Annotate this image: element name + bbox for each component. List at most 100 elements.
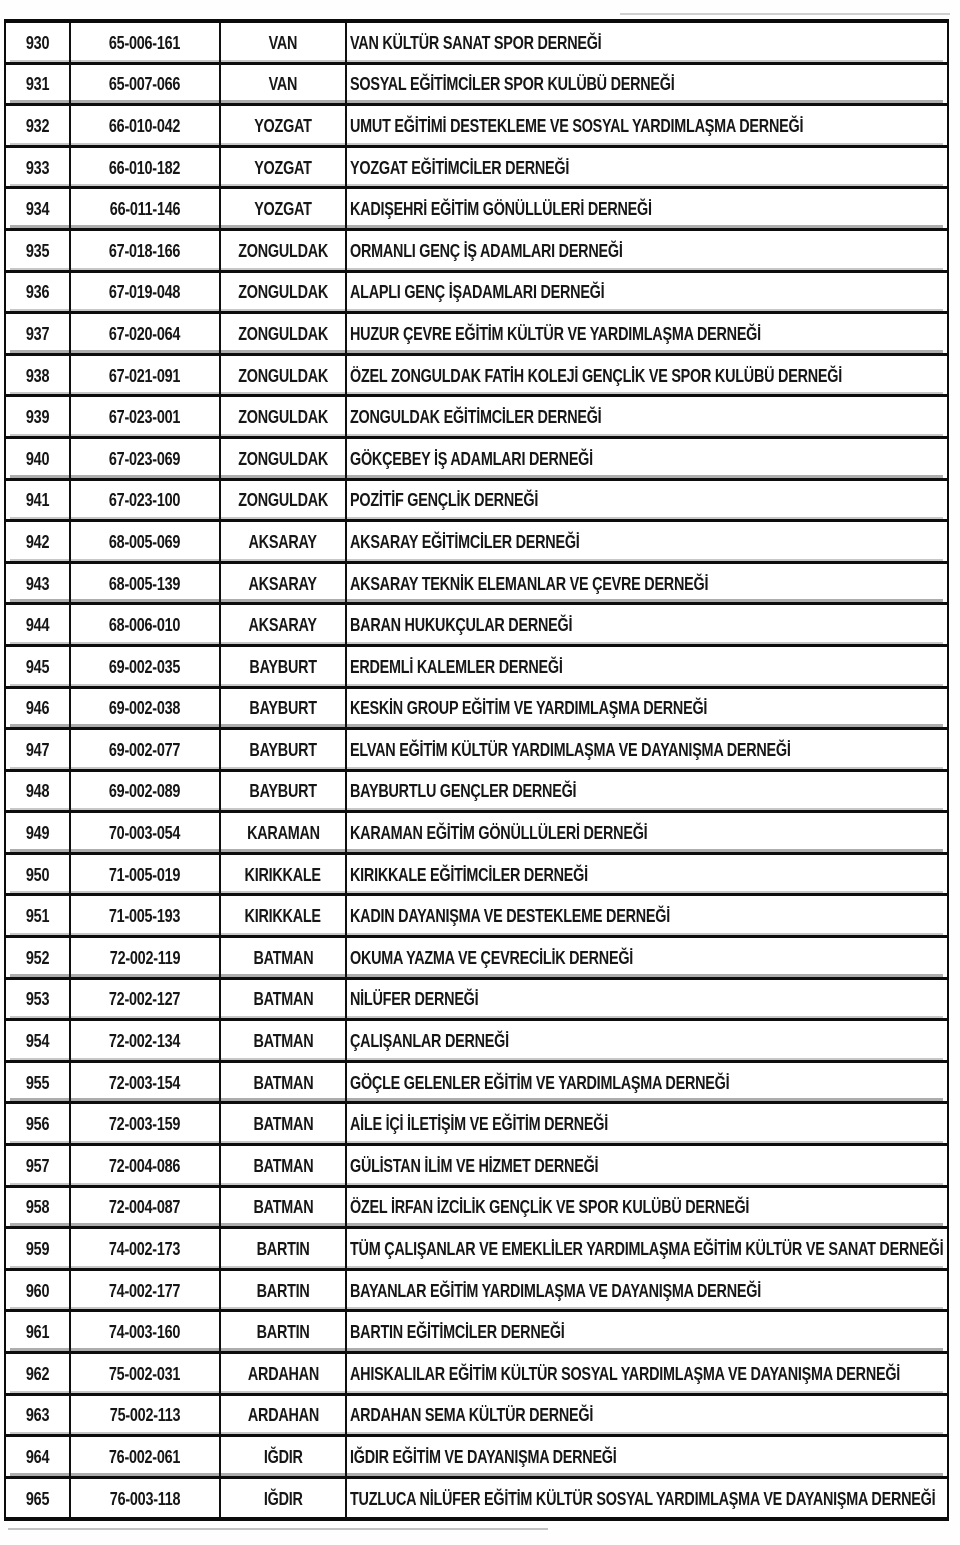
association-name-cell: TUZLUCA NİLÜFER EĞİTİM KÜLTÜR SOSYAL YAR… (345, 1478, 947, 1518)
registration-code-cell: 65-006-161 (69, 23, 219, 62)
province-cell: AKSARAY (219, 522, 345, 561)
table-row: 947 69-002-077 BAYBURT ELVAN EĞİTİM KÜLT… (6, 727, 947, 769)
registration-code-cell: 67-023-100 (69, 480, 219, 520)
registration-code-cell: 69-002-038 (69, 688, 219, 728)
province-cell: VAN (219, 23, 345, 62)
registration-code-cell: 72-003-154 (69, 1062, 219, 1102)
registration-code-cell: 74-002-173 (69, 1229, 219, 1268)
registration-code-cell: 65-007-066 (69, 64, 219, 104)
table-row: 961 74-003-160 BARTIN BARTIN EĞİTİMCİLER… (6, 1309, 947, 1351)
row-number-cell: 959 (6, 1229, 69, 1268)
registration-code-cell: 74-003-160 (69, 1312, 219, 1351)
registration-code-cell: 74-002-177 (69, 1270, 219, 1310)
association-name-cell: POZİTİF GENÇLİK DERNEĞİ (345, 480, 947, 520)
province-text: BATMAN (253, 1072, 313, 1093)
table-row: 930 65-006-161 VAN VAN KÜLTÜR SANAT SPOR… (6, 23, 947, 62)
province-text: YOZGAT (254, 115, 312, 136)
association-name-text: KADIŞEHRİ EĞİTİM GÖNÜLLÜLERİ DERNEĞİ (350, 199, 652, 220)
registration-code-cell: 67-018-166 (69, 230, 219, 270)
row-number-cell: 953 (6, 980, 69, 1019)
registration-code-text: 75-002-113 (109, 1405, 181, 1426)
row-number-text: 961 (25, 1322, 50, 1343)
association-name-text: ZONGULDAK EĞİTİMCİLER DERNEĞİ (350, 407, 602, 428)
row-number-text: 938 (25, 365, 50, 386)
registration-code-cell: 68-006-010 (69, 605, 219, 644)
province-cell: BARTIN (219, 1229, 345, 1268)
province-text: ZONGULDAK (238, 490, 328, 511)
table-row: 965 76-003-118 IĞDIR TUZLUCA NİLÜFER EĞİ… (6, 1475, 947, 1518)
row-number-cell: 931 (6, 65, 69, 104)
row-number-cell: 955 (6, 1063, 69, 1102)
row-number-cell: 948 (6, 772, 69, 811)
row-number-cell: 944 (6, 605, 69, 644)
table-row: 960 74-002-177 BARTIN BAYANLAR EĞİTİM YA… (6, 1267, 947, 1310)
province-text: KIRIKKALE (244, 864, 322, 885)
province-text: YOZGAT (254, 199, 312, 220)
association-name-cell: GÜLİSTAN İLİM VE HİZMET DERNEĞİ (345, 1146, 947, 1185)
row-number-text: 957 (25, 1155, 50, 1176)
associations-registry-table: 930 65-006-161 VAN VAN KÜLTÜR SANAT SPOR… (4, 19, 949, 1522)
province-cell: KIRIKKALE (219, 854, 345, 894)
table-row: 936 67-019-048 ZONGULDAK ALAPLI GENÇ İŞA… (6, 269, 947, 312)
province-cell: BATMAN (219, 1062, 345, 1102)
row-number-text: 953 (25, 989, 50, 1010)
association-name-text: ÇALIŞANLAR DERNEĞİ (350, 1031, 509, 1052)
registration-code-text: 67-020-064 (109, 323, 181, 344)
association-name-text: NİLÜFER DERNEĞİ (350, 989, 479, 1010)
row-number-cell: 960 (6, 1271, 69, 1310)
row-number-cell: 932 (6, 106, 69, 145)
province-cell: BATMAN (219, 1187, 345, 1227)
registration-code-text: 70-003-054 (109, 823, 181, 844)
province-cell: BAYBURT (219, 646, 345, 686)
registration-code-text: 68-005-139 (109, 573, 181, 594)
association-name-cell: OKUMA YAZMA VE ÇEVRECİLİK DERNEĞİ (345, 938, 947, 977)
association-name-text: KARAMAN EĞİTİM GÖNÜLLÜLERİ DERNEĞİ (350, 823, 648, 844)
association-name-text: TÜM ÇALIŞANLAR VE EMEKLİLER YARDIMLAŞMA … (350, 1239, 944, 1260)
registration-code-cell: 67-019-048 (69, 272, 219, 312)
association-name-text: AHISKALILAR EĞİTİM KÜLTÜR SOSYAL YARDIML… (350, 1363, 901, 1384)
table-row: 957 72-004-086 BATMAN GÜLİSTAN İLİM VE H… (6, 1143, 947, 1185)
association-name-text: BAYANLAR EĞİTİM YARDIMLAŞMA VE DAYANIŞMA… (350, 1280, 761, 1301)
province-text: ZONGULDAK (238, 282, 328, 303)
row-number-text: 951 (25, 906, 50, 927)
registration-code-cell: 75-002-031 (69, 1354, 219, 1393)
association-name-cell: ARDAHAN SEMA KÜLTÜR DERNEĞİ (345, 1395, 947, 1435)
association-name-cell: SOSYAL EĞİTİMCİLER SPOR KULÜBÜ DERNEĞİ (345, 64, 947, 104)
association-name-text: HUZUR ÇEVRE EĞİTİM KÜLTÜR VE YARDIMLAŞMA… (350, 323, 761, 344)
row-number-cell: 930 (6, 23, 69, 62)
table-row: 937 67-020-064 ZONGULDAK HUZUR ÇEVRE EĞİ… (6, 311, 947, 353)
table-row: 948 69-002-089 BAYBURT BAYBURTLU GENÇLER… (6, 768, 947, 811)
province-cell: BATMAN (219, 979, 345, 1019)
registration-code-cell: 66-010-042 (69, 106, 219, 145)
province-cell: AKSARAY (219, 605, 345, 644)
table-row: 940 67-023-069 ZONGULDAK GÖKÇEBEY İŞ ADA… (6, 435, 947, 478)
province-text: KIRIKKALE (244, 906, 322, 927)
province-text: BATMAN (253, 1114, 313, 1135)
registration-code-text: 75-002-031 (109, 1363, 181, 1384)
province-text: ZONGULDAK (238, 240, 328, 261)
association-name-cell: HUZUR ÇEVRE EĞİTİM KÜLTÜR VE YARDIMLAŞMA… (345, 314, 947, 353)
registration-code-text: 69-002-038 (109, 698, 181, 719)
row-number-cell: 951 (6, 896, 69, 935)
province-text: ZONGULDAK (238, 323, 328, 344)
association-name-text: BAYBURTLU GENÇLER DERNEĞİ (350, 781, 577, 802)
row-number-text: 943 (25, 573, 50, 594)
row-number-cell: 956 (6, 1104, 69, 1143)
registration-code-text: 67-023-100 (109, 490, 181, 511)
table-row: 938 67-021-091 ZONGULDAK ÖZEL ZONGULDAK … (6, 352, 947, 395)
row-number-cell: 943 (6, 564, 69, 603)
row-number-text: 940 (25, 448, 50, 469)
association-name-cell: ÇALIŞANLAR DERNEĞİ (345, 1021, 947, 1060)
association-name-text: ÖZEL İRFAN İZCİLİK GENÇLİK VE SPOR KULÜB… (350, 1197, 750, 1218)
province-cell: BAYBURT (219, 688, 345, 728)
table-row: 931 65-007-066 VAN SOSYAL EĞİTİMCİLER SP… (6, 61, 947, 104)
registration-code-text: 72-002-119 (109, 947, 181, 968)
row-number-cell: 937 (6, 314, 69, 353)
table-row: 951 71-005-193 KIRIKKALE KADIN DAYANIŞMA… (6, 893, 947, 936)
association-name-cell: AKSARAY EĞİTİMCİLER DERNEĞİ (345, 522, 947, 561)
row-number-text: 931 (25, 74, 50, 95)
association-name-text: KESKİN GROUP EĞİTİM VE YARDIMLAŞMA DERNE… (350, 698, 708, 719)
registration-code-text: 76-003-118 (109, 1488, 181, 1509)
registration-code-text: 74-003-160 (109, 1322, 181, 1343)
